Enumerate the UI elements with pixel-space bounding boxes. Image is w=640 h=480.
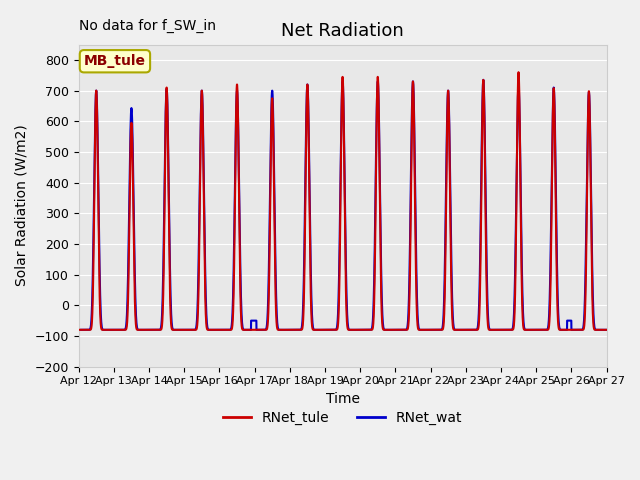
Text: No data for f_SW_in: No data for f_SW_in: [79, 19, 216, 33]
Y-axis label: Solar Radiation (W/m2): Solar Radiation (W/m2): [15, 125, 29, 287]
RNet_tule: [602, 327, 610, 333]
RNet_tule: [75, 327, 83, 333]
RNet_tule: [323, 327, 330, 333]
Text: MB_tule: MB_tule: [84, 54, 146, 68]
Line: RNet_wat: RNet_wat: [79, 80, 607, 330]
RNet_wat: [602, 327, 610, 333]
RNet_wat: [431, 327, 439, 333]
RNet_wat: [479, 77, 487, 83]
RNet_tule: [431, 327, 439, 333]
Legend: RNet_tule, RNet_wat: RNet_tule, RNet_wat: [217, 405, 468, 431]
RNet_tule: [170, 327, 177, 333]
RNet_tule: [461, 327, 468, 333]
RNet_tule: [491, 327, 499, 333]
Title: Net Radiation: Net Radiation: [281, 22, 404, 40]
RNet_tule: [603, 327, 611, 333]
RNet_wat: [491, 327, 499, 333]
RNet_wat: [323, 327, 330, 333]
RNet_wat: [75, 327, 83, 333]
X-axis label: Time: Time: [326, 392, 360, 406]
RNet_wat: [170, 327, 177, 333]
Line: RNet_tule: RNet_tule: [79, 72, 607, 330]
RNet_wat: [461, 327, 468, 333]
RNet_wat: [603, 327, 611, 333]
RNet_tule: [515, 69, 522, 75]
